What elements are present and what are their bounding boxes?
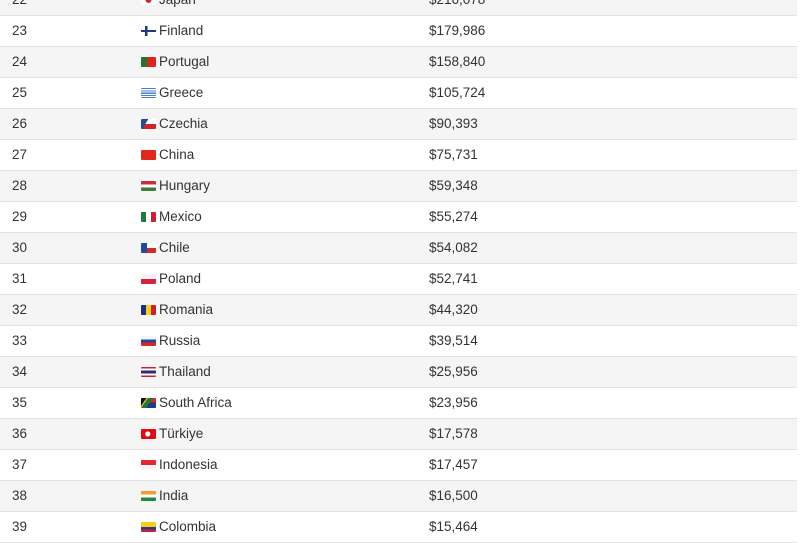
table-row: 26 Czechia $90,393 [0,109,797,140]
finland-flag-icon [141,26,156,36]
rank-cell: 33 [12,333,28,348]
rank-cell: 30 [12,240,28,255]
country-cell: Czechia [159,116,208,131]
country-cell: Finland [159,23,204,38]
table-row: 36 Türkiye $17,578 [0,419,797,450]
mexico-flag-icon [141,212,156,222]
table-row: 23 Finland $179,986 [0,16,797,47]
value-cell: $52,741 [429,271,478,286]
country-cell: Thailand [159,364,211,379]
country-cell: Russia [159,333,201,348]
rank-cell: 34 [12,364,28,379]
thailand-flag-icon [141,367,156,377]
rank-cell: 23 [12,23,28,38]
rank-cell: 31 [12,271,28,286]
rank-cell: 27 [12,147,28,162]
value-cell: $158,840 [429,54,486,69]
rank-cell: 24 [12,54,28,69]
value-cell: $105,724 [429,85,486,100]
table-row: 24 Portugal $158,840 [0,47,797,78]
rank-cell: 38 [12,488,28,503]
value-cell: $25,956 [429,364,478,379]
country-cell: Chile [159,240,190,255]
country-cell: Japan [159,0,196,15]
japan-flag-icon [141,0,156,5]
rank-cell: 32 [12,302,28,317]
table-row: 27 China $75,731 [0,140,797,171]
country-cell: Poland [159,271,202,286]
value-cell: $59,348 [429,178,478,193]
hungary-flag-icon [141,181,156,191]
value-cell: $179,986 [429,23,486,38]
value-cell: $15,464 [429,519,478,534]
rank-cell: 37 [12,457,28,472]
colombia-flag-icon [141,522,156,532]
country-cell: China [159,147,195,162]
country-cell: Colombia [159,519,217,534]
country-cell: Greece [159,85,204,100]
table-row: 29 Mexico $55,274 [0,202,797,233]
country-cell: Portugal [159,54,210,69]
poland-flag-icon [141,274,156,284]
rank-cell: 35 [12,395,28,410]
table-row: 22 Japan $216,078 [0,0,797,16]
table-row: 28 Hungary $59,348 [0,171,797,202]
table-row: 32 Romania $44,320 [0,295,797,326]
china-flag-icon [141,150,156,160]
rank-cell: 36 [12,426,28,441]
value-cell: $216,078 [429,0,485,15]
country-cell: Türkiye [159,426,204,441]
greece-flag-icon [141,88,156,98]
india-flag-icon [141,491,156,501]
value-cell: $23,956 [429,395,478,410]
indonesia-flag-icon [141,460,156,470]
table-row: 35 South Africa $23,956 [0,388,797,419]
czechia-flag-icon [141,119,156,129]
country-cell: Hungary [159,178,211,193]
value-cell: $17,578 [429,426,478,441]
value-cell: $54,082 [429,240,478,255]
portugal-flag-icon [141,57,156,67]
country-cell: Indonesia [159,457,218,472]
rank-cell: 28 [12,178,28,193]
value-cell: $39,514 [429,333,478,348]
rank-cell: 22 [12,0,27,15]
table-row: 31 Poland $52,741 [0,264,797,295]
value-cell: $16,500 [429,488,478,503]
country-cell: India [159,488,189,503]
table-row: 34 Thailand $25,956 [0,357,797,388]
value-cell: $17,457 [429,457,478,472]
table-row: 38 India $16,500 [0,481,797,512]
country-cell: Romania [159,302,214,317]
turkiye-flag-icon [141,429,156,439]
table-row: 39 Colombia $15,464 [0,512,797,543]
rank-cell: 26 [12,116,28,131]
rank-cell: 25 [12,85,28,100]
romania-flag-icon [141,305,156,315]
rank-cell: 39 [12,519,28,534]
russia-flag-icon [141,336,156,346]
value-cell: $75,731 [429,147,478,162]
table-row: 37 Indonesia $17,457 [0,450,797,481]
value-cell: $44,320 [429,302,478,317]
rank-cell: 29 [12,209,28,224]
south-africa-flag-icon [141,398,156,408]
table-row: 33 Russia $39,514 [0,326,797,357]
chile-flag-icon [141,243,156,253]
country-cell: South Africa [159,395,232,410]
value-cell: $90,393 [429,116,478,131]
table-row: 25 Greece $105,724 [0,78,797,109]
country-cell: Mexico [159,209,202,224]
value-cell: $55,274 [429,209,478,224]
table-row: 30 Chile $54,082 [0,233,797,264]
